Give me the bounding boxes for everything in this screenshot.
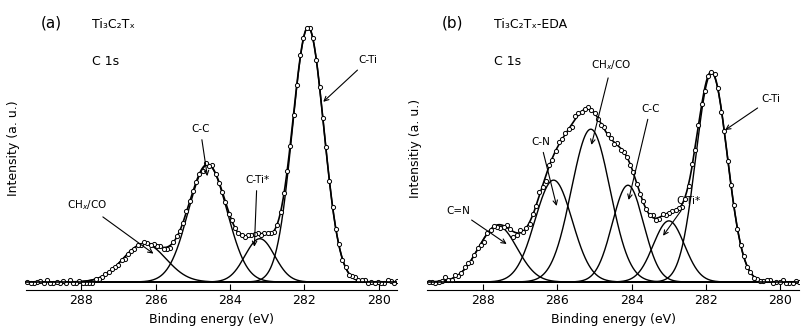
- Text: C-Ti*: C-Ti*: [664, 195, 700, 235]
- Text: C 1s: C 1s: [494, 55, 521, 68]
- Text: C 1s: C 1s: [93, 55, 119, 68]
- X-axis label: Binding energy (eV): Binding energy (eV): [149, 313, 274, 326]
- Text: C=N: C=N: [446, 206, 505, 243]
- Text: (b): (b): [442, 15, 463, 30]
- Text: (a): (a): [40, 15, 61, 30]
- Text: Ti₃C₂Tₓ-EDA: Ti₃C₂Tₓ-EDA: [494, 18, 567, 31]
- Text: C-Ti: C-Ti: [726, 94, 781, 130]
- Text: C-Ti*: C-Ti*: [245, 175, 269, 245]
- Text: C-C: C-C: [191, 124, 210, 175]
- Text: Ti₃C₂Tₓ: Ti₃C₂Tₓ: [93, 18, 135, 31]
- Y-axis label: Intensitiy (a. u.): Intensitiy (a. u.): [409, 99, 422, 198]
- X-axis label: Binding energy (eV): Binding energy (eV): [550, 313, 675, 326]
- Text: CH$_x$/CO: CH$_x$/CO: [67, 199, 152, 253]
- Text: C-Ti: C-Ti: [324, 55, 377, 101]
- Text: C-C: C-C: [628, 104, 659, 199]
- Text: CH$_x$/CO: CH$_x$/CO: [591, 59, 631, 144]
- Text: C-N: C-N: [531, 137, 558, 205]
- Y-axis label: Intensity (a. u.): Intensity (a. u.): [7, 101, 20, 196]
